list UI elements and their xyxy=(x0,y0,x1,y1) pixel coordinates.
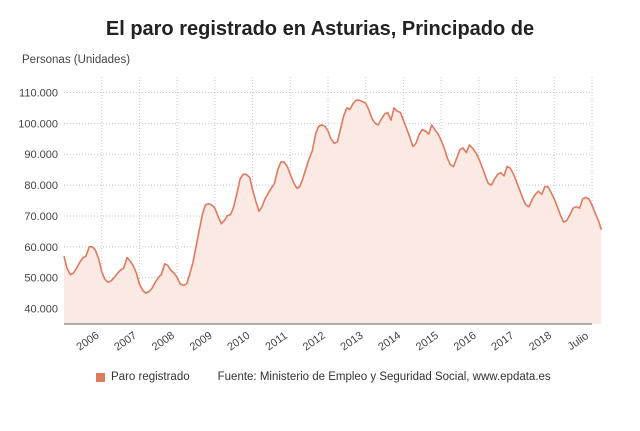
x-tick-label: 2008 xyxy=(150,330,177,354)
legend: Paro registrado Fuente: Ministerio de Em… xyxy=(96,371,551,383)
y-tick-label: 50.000 xyxy=(24,273,58,285)
source-text: Fuente: Ministerio de Empleo y Seguridad… xyxy=(218,371,551,383)
y-tick-label: 100.000 xyxy=(18,118,58,130)
y-tick-label: 60.000 xyxy=(24,242,58,254)
legend-swatch xyxy=(96,373,105,382)
x-tick-label: 2015 xyxy=(414,330,441,354)
x-tick-label: 2012 xyxy=(301,330,328,354)
series-area xyxy=(64,100,601,324)
x-tick-label: 2018 xyxy=(527,330,554,354)
x-tick-label: 2006 xyxy=(75,330,102,354)
plot-area xyxy=(64,100,601,324)
x-tick-label: 2010 xyxy=(225,330,252,354)
x-tick-label: 2007 xyxy=(112,330,139,354)
x-tick-label: 2016 xyxy=(452,330,479,354)
y-tick-label: 70.000 xyxy=(24,211,58,223)
legend-label: Paro registrado xyxy=(111,371,190,383)
x-tick-label: Julio xyxy=(566,330,591,353)
y-tick-label: 40.000 xyxy=(24,304,58,316)
x-tick-label: 2013 xyxy=(339,330,366,354)
x-tick-label: 2011 xyxy=(263,330,289,353)
x-tick-label: 2009 xyxy=(188,330,215,354)
y-tick-label: 80.000 xyxy=(24,180,58,192)
x-tick-label: 2017 xyxy=(489,330,516,354)
x-tick-label: 2014 xyxy=(376,330,403,354)
y-tick-label: 110.000 xyxy=(19,87,58,99)
y-tick-label: 90.000 xyxy=(24,149,58,161)
